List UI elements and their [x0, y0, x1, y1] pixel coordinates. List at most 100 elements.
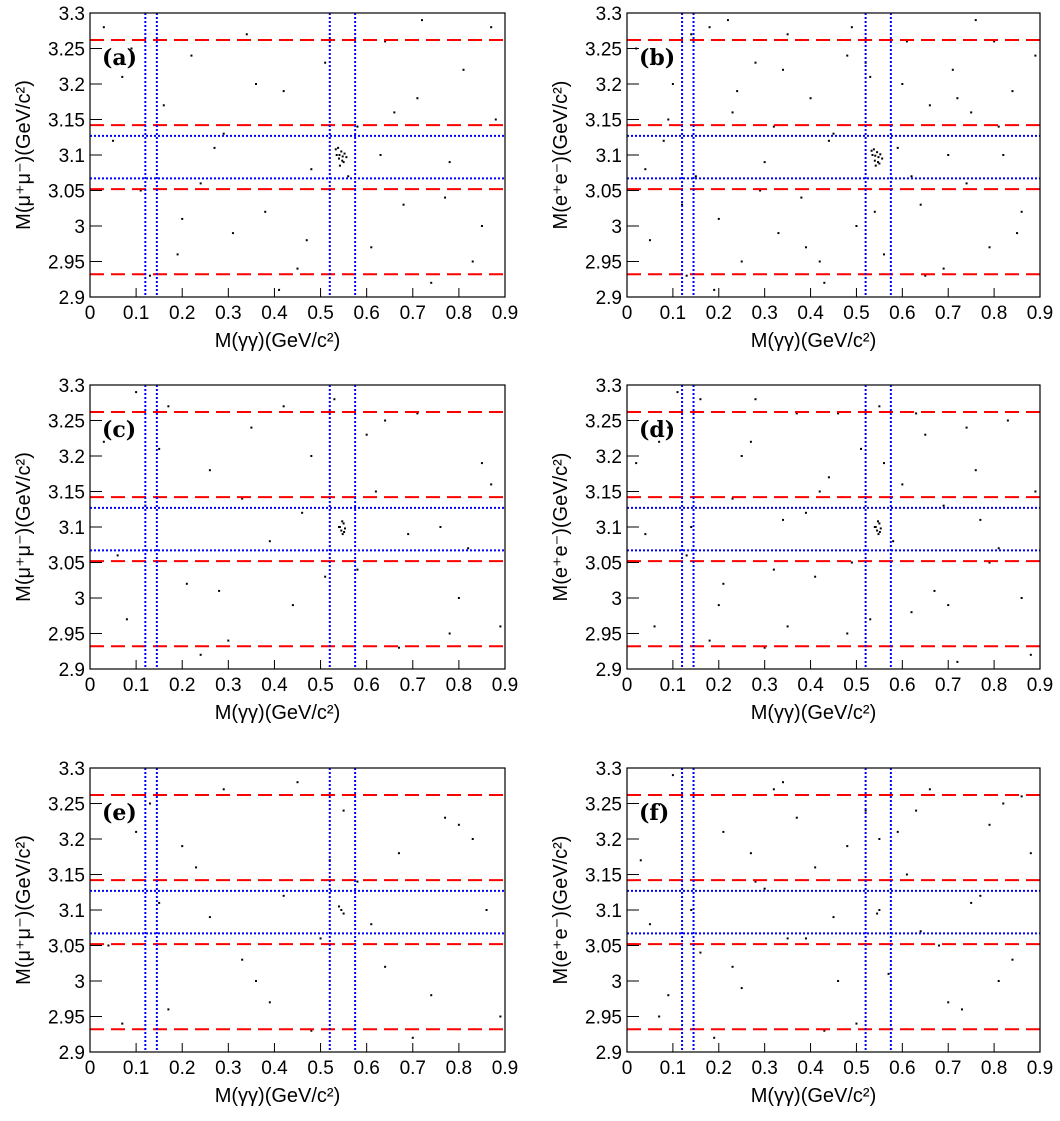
- y-tick-label: 3.1: [596, 518, 622, 539]
- point: [241, 958, 244, 961]
- x-tick-label: 0.9: [492, 303, 518, 324]
- y-tick-label: 3.25: [48, 412, 85, 433]
- point: [846, 632, 849, 635]
- point: [915, 809, 918, 812]
- x-tick-label: 0.7: [935, 303, 961, 324]
- x-tick-label: 0.2: [169, 1058, 195, 1079]
- point: [667, 426, 670, 429]
- point: [639, 859, 642, 862]
- point: [997, 125, 1000, 128]
- point: [338, 905, 340, 908]
- point: [956, 97, 959, 100]
- point: [135, 830, 138, 833]
- point: [213, 146, 216, 149]
- point: [869, 75, 872, 78]
- point: [480, 225, 483, 227]
- x-tick-label: 0.5: [843, 303, 869, 324]
- point: [374, 490, 377, 493]
- point: [282, 90, 285, 93]
- point: [699, 398, 702, 401]
- point: [384, 40, 387, 43]
- x-tick-label: 0.1: [660, 303, 686, 324]
- point: [448, 632, 451, 635]
- point: [782, 518, 785, 521]
- point: [877, 156, 880, 159]
- point: [795, 816, 798, 819]
- point: [910, 175, 913, 178]
- point: [919, 203, 922, 206]
- point: [997, 980, 1000, 982]
- y-tick-label: 3: [611, 972, 622, 993]
- point: [726, 19, 729, 22]
- panel: 0 0.1 0.2 0.3 0.4 0.5 0.6 0.7 0.8 0.9 2.9 2.95 3 3.05…: [13, 4, 518, 352]
- point: [1011, 958, 1014, 961]
- y-tick-label: 3.05: [585, 554, 622, 575]
- point: [130, 47, 133, 50]
- x-tick-label: 0.6: [353, 303, 379, 324]
- x-tick-label: 0.7: [935, 1058, 961, 1079]
- point: [782, 68, 785, 71]
- point: [356, 880, 359, 883]
- point: [439, 526, 442, 528]
- x-tick-label: 0.8: [446, 1058, 472, 1079]
- point: [827, 476, 830, 479]
- point: [148, 274, 151, 277]
- point: [185, 582, 188, 585]
- point: [988, 823, 991, 826]
- point: [786, 625, 789, 628]
- point: [416, 97, 419, 100]
- point: [340, 529, 343, 532]
- point: [393, 111, 396, 114]
- point: [158, 447, 161, 450]
- point: [471, 260, 474, 263]
- point: [846, 845, 849, 848]
- point: [345, 156, 348, 159]
- point: [876, 151, 879, 154]
- point: [181, 217, 184, 220]
- point: [713, 288, 716, 291]
- x-tick-label: 0.3: [751, 675, 777, 696]
- y-tick-label: 3.3: [59, 4, 85, 25]
- point: [869, 618, 872, 621]
- point: [324, 575, 327, 578]
- point: [749, 440, 752, 443]
- point: [102, 26, 105, 29]
- point: [282, 894, 285, 897]
- point: [942, 267, 945, 270]
- point: [960, 1008, 963, 1011]
- x-tick-label: 0.9: [1027, 1058, 1053, 1079]
- point: [338, 157, 340, 160]
- point: [1002, 154, 1005, 156]
- point: [694, 175, 697, 178]
- x-tick-label: 0: [622, 675, 633, 696]
- y-tick-label: 3.2: [596, 830, 622, 851]
- point: [759, 189, 762, 192]
- x-tick-label: 0.5: [307, 1058, 333, 1079]
- point: [896, 830, 899, 833]
- point: [448, 161, 451, 164]
- point: [782, 781, 785, 784]
- point: [671, 774, 674, 777]
- point: [342, 809, 345, 812]
- y-tick-label: 3.05: [48, 554, 85, 575]
- x-tick-label: 0.4: [261, 303, 288, 324]
- y-tick-label: 3.25: [48, 795, 85, 816]
- x-tick-label: 0: [85, 675, 96, 696]
- point: [338, 154, 341, 156]
- point: [965, 182, 968, 185]
- point: [910, 611, 913, 614]
- point: [370, 923, 373, 926]
- point: [208, 469, 211, 472]
- point: [965, 426, 968, 429]
- point: [896, 146, 899, 149]
- point: [877, 533, 880, 536]
- point: [499, 1015, 502, 1018]
- y-tick-label: 3.15: [585, 483, 622, 504]
- y-tick-label: 3.05: [585, 182, 622, 203]
- point: [872, 148, 875, 151]
- point: [846, 54, 849, 57]
- y-tick-label: 3.15: [48, 111, 85, 132]
- panel: 0 0.1 0.2 0.3 0.4 0.5 0.6 0.7 0.8 0.9 2.9 2.95 3 3.05…: [550, 4, 1053, 352]
- point: [181, 845, 184, 848]
- point: [653, 625, 656, 628]
